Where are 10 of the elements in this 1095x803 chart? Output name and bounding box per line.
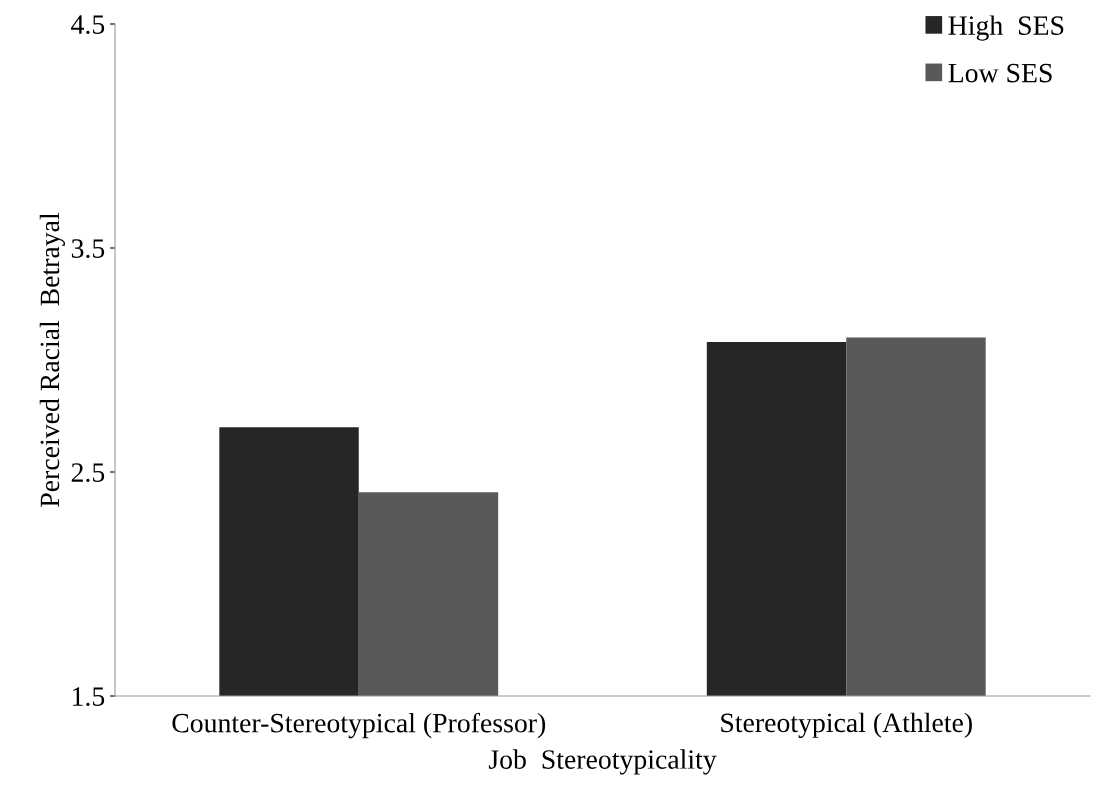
y-tick-label: 1.5	[73, 687, 105, 707]
legend-label: High SES	[948, 15, 1064, 41]
legend-label: Low SES	[948, 63, 1052, 83]
y-axis-title: Perceived Racial Betrayal	[39, 212, 65, 507]
x-tick-label: Stereotypical (Athlete)	[721, 712, 972, 738]
y-tick-label: 3.5	[71, 239, 105, 259]
x-tick-label: Counter-Stereotypical (Professor)	[172, 712, 546, 739]
x-axis-title: Job Stereotypicality	[488, 749, 717, 775]
y-tick-label: 4.5	[71, 15, 105, 35]
y-tick-label: 2.5	[71, 463, 105, 483]
